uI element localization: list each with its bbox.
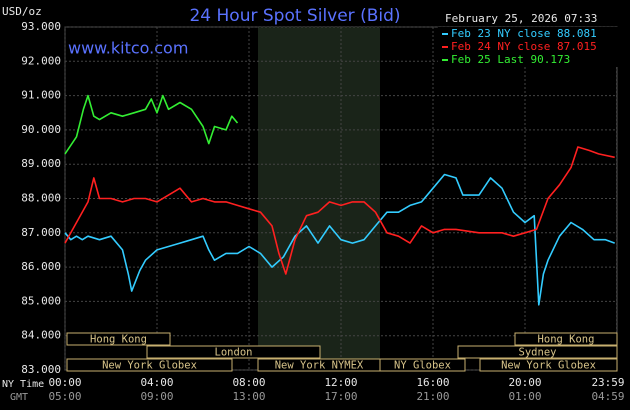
y-tick-label: 92.000 <box>21 54 61 67</box>
x-tick-label: 04:00 <box>140 376 173 389</box>
x2-tick-label: 05:00 <box>48 390 81 403</box>
session-box <box>514 332 618 346</box>
x-tick-label: 20:00 <box>508 376 541 389</box>
session-label: New York Globex <box>501 360 596 372</box>
series-line <box>64 173 615 306</box>
x2-tick-label: 21:00 <box>416 390 449 403</box>
timestamp: February 25, 2026 07:33 <box>445 12 597 25</box>
x-tick-label: 08:00 <box>232 376 265 389</box>
y-axis-label: USD/oz <box>2 5 42 18</box>
x2-tick-label: 13:00 <box>232 390 265 403</box>
x2-tick-label: 17:00 <box>324 390 357 403</box>
session-label: Hong Kong <box>90 334 147 346</box>
x2-row-label: GMT <box>10 392 28 403</box>
session-label: New York Globex <box>102 360 197 372</box>
x-tick-label: 12:00 <box>324 376 357 389</box>
y-tick-label: 93.000 <box>21 20 61 33</box>
lines <box>64 94 615 306</box>
x-tick-label: 00:00 <box>48 376 81 389</box>
session-box <box>479 358 618 372</box>
session-label: Hong Kong <box>538 334 595 346</box>
session-box <box>457 345 618 359</box>
session-box <box>379 358 466 372</box>
y-tick-label: 83.000 <box>21 363 61 376</box>
session-label: New York NYMEX <box>275 360 364 372</box>
y-tick-label: 90.000 <box>21 123 61 136</box>
legend-label: Feb 23 NY close 88.081 <box>451 27 597 40</box>
x2-tick-label: 04:59 <box>591 390 624 403</box>
legend-label: Feb 25 Last 90.173 <box>451 53 570 66</box>
series-line <box>64 94 239 155</box>
x-row-label: NY Time <box>2 379 44 390</box>
y-tick-label: 87.000 <box>21 226 61 239</box>
y-tick-label: 86.000 <box>21 260 61 273</box>
y-tick-label: 84.000 <box>21 329 61 342</box>
session-label: London <box>215 347 253 359</box>
session-label: NY Globex <box>394 360 451 372</box>
y-tick-label: 89.000 <box>21 157 61 170</box>
session-box <box>66 358 233 372</box>
series-line <box>64 146 615 275</box>
x2-tick-label: 01:00 <box>508 390 541 403</box>
y-tick-label: 88.000 <box>21 192 61 205</box>
session-box <box>66 332 171 346</box>
chart-title: 24 Hour Spot Silver (Bid) <box>189 6 400 26</box>
legend-label: Feb 24 NY close 87.015 <box>451 40 597 53</box>
y-tick-label: 91.000 <box>21 89 61 102</box>
site-url: www.kitco.com <box>68 39 188 58</box>
session-box <box>146 345 321 359</box>
session-label: Sydney <box>519 347 557 359</box>
x-tick-label: 16:00 <box>416 376 449 389</box>
y-tick-label: 85.000 <box>21 294 61 307</box>
x2-tick-label: 09:00 <box>140 390 173 403</box>
legend-box <box>438 27 618 67</box>
x-tick-label: 23:59 <box>591 376 624 389</box>
